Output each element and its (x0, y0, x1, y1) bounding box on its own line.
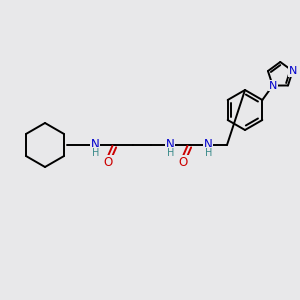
Text: N: N (268, 80, 277, 91)
Text: H: H (205, 148, 213, 158)
Text: H: H (167, 148, 175, 158)
Text: N: N (289, 66, 297, 76)
Text: N: N (91, 139, 99, 152)
Text: N: N (204, 139, 212, 152)
Text: N: N (166, 139, 174, 152)
Text: H: H (92, 148, 100, 158)
Text: O: O (103, 155, 112, 169)
Text: O: O (178, 155, 188, 169)
